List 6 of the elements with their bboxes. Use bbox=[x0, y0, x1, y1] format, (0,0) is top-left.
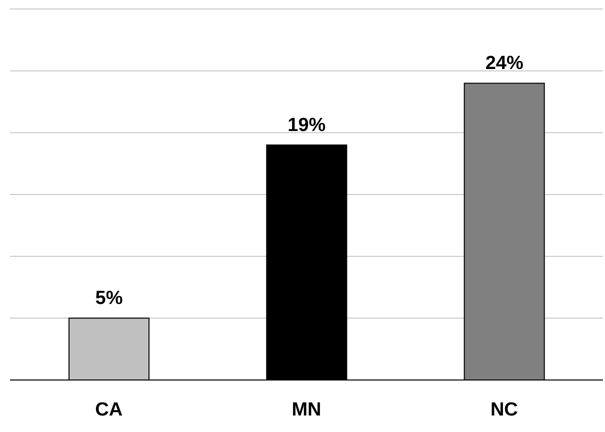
x-tick-label: CA bbox=[95, 399, 123, 420]
x-tick-label: MN bbox=[292, 399, 322, 420]
data-label: 19% bbox=[288, 115, 326, 136]
data-label: 24% bbox=[485, 53, 524, 74]
data-label: 5% bbox=[95, 288, 123, 310]
x-tick-label: NC bbox=[490, 399, 518, 420]
